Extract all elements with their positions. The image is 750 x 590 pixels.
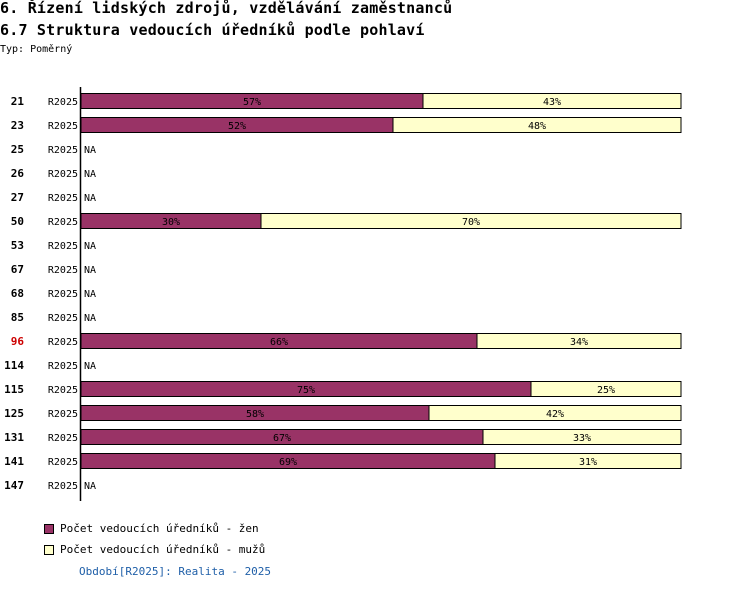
bar-men: [260, 213, 682, 229]
na-label: NA: [84, 241, 96, 252]
bar-label-men: 43%: [543, 97, 561, 108]
category-label: 25: [11, 143, 24, 156]
period-label: R2025: [48, 481, 78, 492]
bar-men: [482, 429, 682, 445]
period-label: R2025: [48, 409, 78, 420]
period-label: R2025: [48, 97, 78, 108]
na-label: NA: [84, 265, 96, 276]
period-label: R2025: [48, 169, 78, 180]
na-label: NA: [84, 145, 96, 156]
period-label: R2025: [48, 385, 78, 396]
chart-subtitle: 6.7 Struktura vedoucích úředníků podle p…: [0, 21, 425, 39]
period-label: R2025: [48, 457, 78, 468]
bar-label-women: 66%: [270, 337, 288, 348]
category-label: 141: [4, 455, 24, 468]
legend-swatch-women: [44, 523, 54, 534]
bar-label-men: 33%: [573, 433, 591, 444]
bar-label-women: 75%: [297, 385, 315, 396]
bar-label-men: 31%: [579, 457, 597, 468]
period-label: R2025: [48, 121, 78, 132]
legend-label-men: Počet vedoucích úředníků - mužů: [60, 543, 266, 556]
bar-label-men: 70%: [462, 217, 480, 228]
na-label: NA: [84, 361, 96, 372]
bar-label-women: 58%: [246, 409, 264, 420]
na-label: NA: [84, 169, 96, 180]
period-label: R2025: [48, 193, 78, 204]
legend-item-women: Počet vedoucích úředníků - žen: [44, 518, 265, 539]
category-label: 115: [4, 383, 24, 396]
period-label: R2025: [48, 433, 78, 444]
bar-men: [476, 333, 682, 349]
bar-men: [422, 93, 682, 109]
na-label: NA: [84, 313, 96, 324]
na-label: NA: [84, 193, 96, 204]
period-label: R2025: [48, 337, 78, 348]
category-label: 68: [11, 287, 24, 300]
bar-men: [494, 453, 682, 469]
period-label: R2025: [48, 265, 78, 276]
bar-label-women: 52%: [228, 121, 246, 132]
category-label: 21: [11, 95, 25, 108]
stacked-bar-chart: 21 R2025 57% 43% 23 R2025 52% 48% 25 R2025 NA 26 R20…: [4, 87, 682, 501]
category-label: 125: [4, 407, 24, 420]
category-label: 85: [11, 311, 24, 324]
category-label: 26: [11, 167, 25, 180]
bar-men: [392, 117, 682, 133]
period-note: Období[R2025]: Realita - 2025: [79, 565, 272, 578]
bar-men: [530, 381, 682, 397]
period-label: R2025: [48, 289, 78, 300]
na-label: NA: [84, 481, 96, 492]
category-label: 67: [11, 263, 24, 276]
legend: Počet vedoucích úředníků - žen Počet ved…: [44, 518, 265, 560]
bar-label-women: 30%: [162, 217, 180, 228]
bar-label-men: 34%: [570, 337, 588, 348]
bar-label-women: 67%: [273, 433, 291, 444]
period-label: R2025: [48, 241, 78, 252]
legend-swatch-men: [44, 544, 54, 555]
bar-men: [428, 405, 682, 421]
bar-label-women: 69%: [279, 457, 297, 468]
bar-label-women: 57%: [243, 97, 261, 108]
period-label: R2025: [48, 313, 78, 324]
page-title: 6. Řízení lidských zdrojů, vzdělávání za…: [0, 0, 453, 17]
na-label: NA: [84, 289, 96, 300]
period-label: R2025: [48, 217, 78, 228]
chart-type-label: Typ: Poměrný: [0, 44, 73, 55]
period-label: R2025: [48, 145, 78, 156]
legend-label-women: Počet vedoucích úředníků - žen: [60, 522, 259, 535]
legend-item-men: Počet vedoucích úředníků - mužů: [44, 539, 265, 560]
category-label: 53: [11, 239, 24, 252]
bar-label-men: 25%: [597, 385, 615, 396]
category-label: 114: [4, 359, 24, 372]
category-label: 131: [4, 431, 24, 444]
period-label: R2025: [48, 361, 78, 372]
category-label: 147: [4, 479, 24, 492]
category-label: 96: [11, 335, 25, 348]
category-label: 27: [11, 191, 24, 204]
category-label: 23: [11, 119, 24, 132]
category-label: 50: [11, 215, 24, 228]
bar-label-men: 48%: [528, 121, 546, 132]
bar-label-men: 42%: [546, 409, 564, 420]
